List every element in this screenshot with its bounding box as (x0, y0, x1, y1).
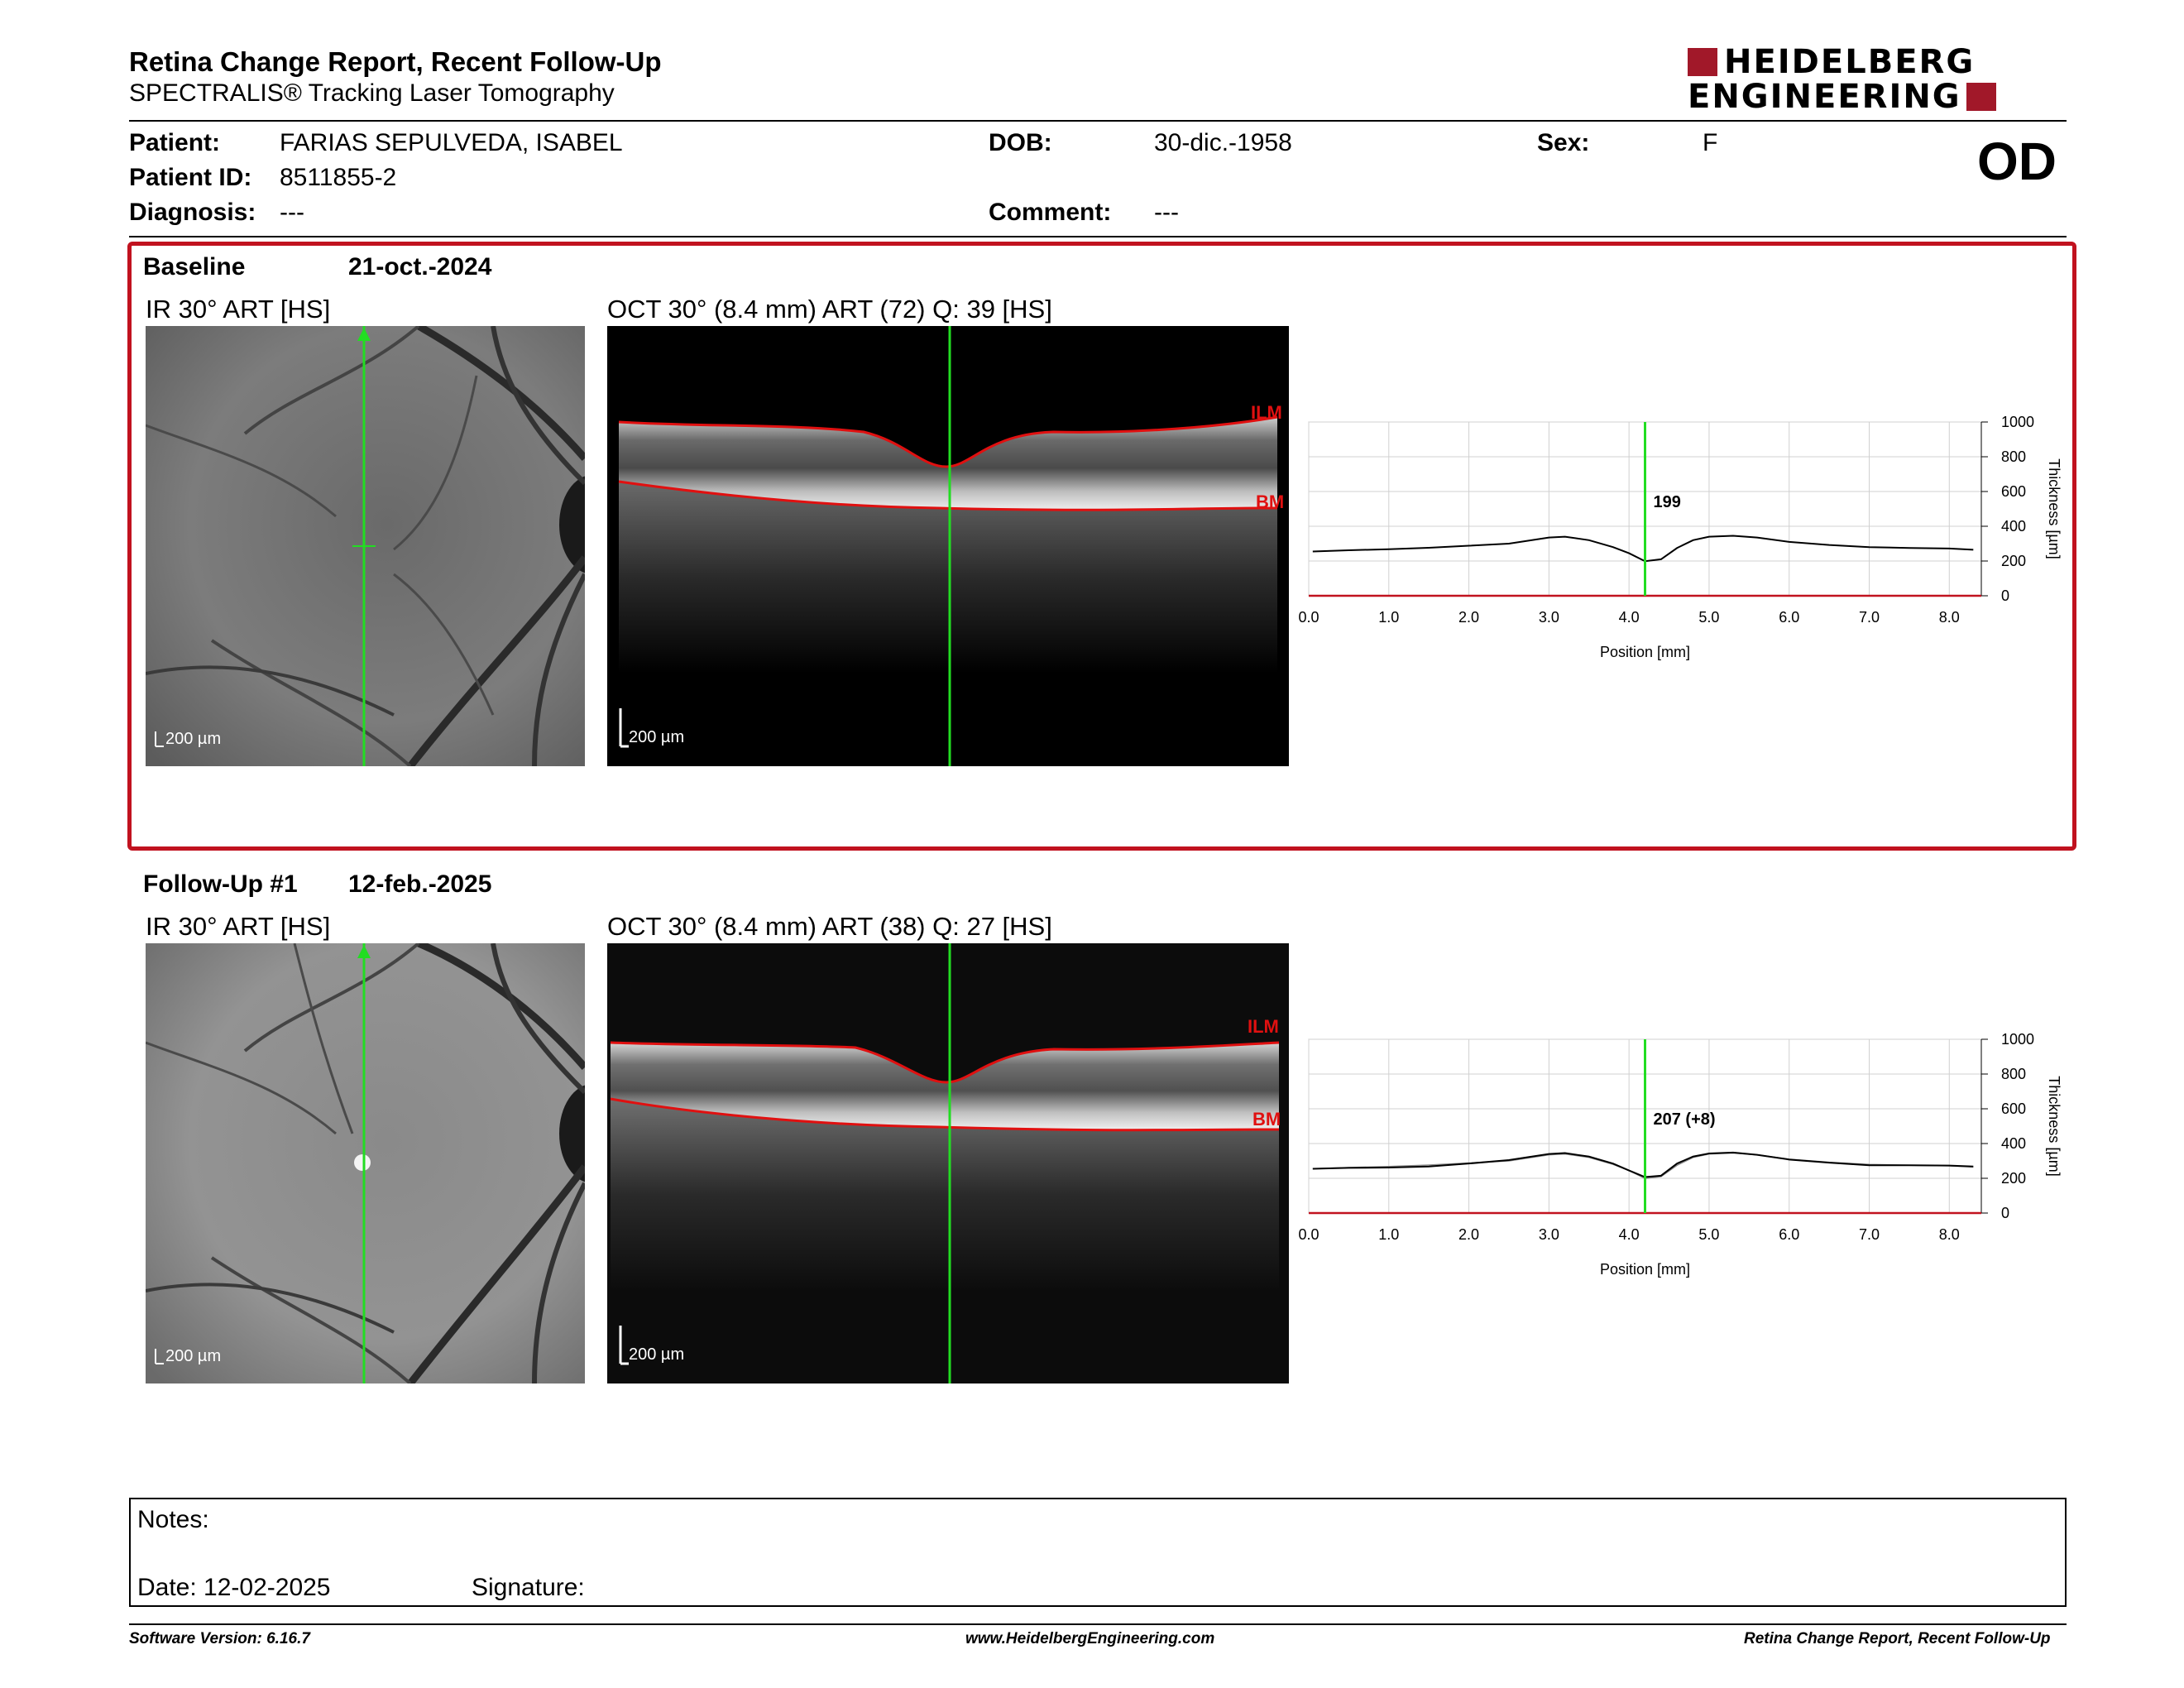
report-subtitle: SPECTRALIS® Tracking Laser Tomography (129, 79, 615, 107)
footer-report: Retina Change Report, Recent Follow-Up (1744, 1630, 2051, 1647)
x-tick-label: 5.0 (1698, 1226, 1719, 1243)
baseline-date: 21-oct.-2024 (348, 253, 492, 281)
y-axis-label: Thickness [µm] (2046, 1076, 2062, 1176)
notes-date: Date: 12-02-2025 (137, 1574, 331, 1601)
patient-divider (129, 236, 2067, 237)
thickness-series-line (1312, 535, 1974, 563)
x-tick-label: 3.0 (1539, 1226, 1559, 1243)
x-tick-label: 5.0 (1698, 609, 1719, 626)
baseline-oct-title: OCT 30° (8.4 mm) ART (72) Q: 39 [HS] (607, 295, 1052, 324)
baseline-ir-scale: 200 µm (165, 730, 222, 748)
cursor-value-label: 207 (+8) (1654, 1110, 1716, 1129)
baseline-bm-label: BM (1256, 492, 1285, 512)
patient-value: FARIAS SEPULVEDA, ISABEL (280, 129, 623, 156)
followup-name: Follow-Up #1 (143, 870, 298, 898)
x-tick-label: 0.0 (1299, 1226, 1320, 1243)
notes-label: Notes: (137, 1506, 209, 1533)
followup-thickness-chart: 0.0 1.0 2.0 3.0 4.0 5.0 6.0 7.0 8.0 1000 800 600 400… (1299, 1031, 2062, 1278)
y-tick-label: 800 (2001, 448, 2026, 465)
diagnosis-label: Diagnosis: (129, 199, 256, 226)
x-tick-label: 8.0 (1939, 609, 1960, 626)
baseline-name: Baseline (143, 253, 246, 281)
x-axis-label: Position [mm] (1600, 1261, 1690, 1278)
y-tick-label: 800 (2001, 1066, 2026, 1082)
notes-box[interactable]: Notes: Date: 12-02-2025 Signature: (129, 1498, 2067, 1607)
fundus-graphic (146, 943, 585, 1383)
patient-id-label: Patient ID: (129, 164, 252, 191)
followup-oct-title: OCT 30° (8.4 mm) ART (38) Q: 27 [HS] (607, 912, 1052, 941)
x-tick-label: 0.0 (1299, 609, 1320, 626)
y-tick-label: 400 (2001, 1135, 2026, 1152)
y-tick-label: 0 (2001, 587, 2009, 604)
footer-software: Software Version: 6.16.7 (129, 1630, 310, 1647)
logo-square-icon (1966, 83, 1996, 111)
report-title: Retina Change Report, Recent Follow-Up (129, 46, 662, 77)
followup-ir-scale: 200 µm (165, 1347, 222, 1365)
logo-square-icon (1688, 48, 1717, 76)
patient-label: Patient: (129, 129, 221, 156)
x-tick-label: 6.0 (1779, 1226, 1799, 1243)
dob-value: 30-dic.-1958 (1154, 129, 1292, 156)
x-tick-label: 6.0 (1779, 609, 1799, 626)
y-tick-label: 0 (2001, 1205, 2009, 1221)
x-tick-label: 3.0 (1539, 609, 1559, 626)
followup-ilm-label: ILM (1248, 1016, 1279, 1037)
followup-date: 12-feb.-2025 (348, 870, 492, 898)
comment-label: Comment: (989, 199, 1112, 226)
y-tick-label: 400 (2001, 518, 2026, 535)
followup-ir-title: IR 30° ART [HS] (146, 912, 331, 941)
x-tick-label: 7.0 (1859, 609, 1880, 626)
logo-line-1: HEIDELBERG (1724, 43, 1976, 81)
baseline-oct-scale: 200 µm (629, 728, 685, 746)
followup-oct-scale: 200 µm (629, 1345, 685, 1364)
x-tick-label: 4.0 (1619, 1226, 1640, 1243)
y-tick-label: 600 (2001, 483, 2026, 500)
sex-label: Sex: (1537, 129, 1590, 156)
footer-divider (129, 1623, 2067, 1625)
bscan-graphic (610, 943, 1280, 1383)
baseline-thickness-chart: 0.0 1.0 2.0 3.0 4.0 5.0 6.0 7.0 8.0 1000 800 600 400… (1299, 414, 2062, 660)
followup-ir-image[interactable]: 200 µm (146, 943, 585, 1383)
sex-value: F (1703, 129, 1718, 156)
comment-value: --- (1154, 199, 1179, 226)
x-tick-label: 2.0 (1458, 1226, 1479, 1243)
y-tick-label: 200 (2001, 553, 2026, 569)
logo-line-2: ENGINEERING (1688, 78, 1961, 116)
y-axis-label: Thickness [µm] (2046, 458, 2062, 559)
x-tick-label: 8.0 (1939, 1226, 1960, 1243)
heidelberg-logo: HEIDELBERG ENGINEERING (1688, 45, 2070, 114)
baseline-ir-image[interactable]: 200 µm (146, 326, 585, 766)
dob-label: DOB: (989, 129, 1052, 156)
y-tick-label: 600 (2001, 1101, 2026, 1117)
x-tick-label: 7.0 (1859, 1226, 1880, 1243)
diagnosis-value: --- (280, 199, 304, 226)
followup-bm-label: BM (1252, 1109, 1281, 1129)
eye-indicator: OD (1977, 132, 2057, 191)
y-tick-label: 1000 (2001, 1031, 2034, 1048)
baseline-ir-title: IR 30° ART [HS] (146, 295, 331, 324)
baseline-ilm-label: ILM (1251, 402, 1282, 423)
baseline-section (127, 242, 2076, 851)
x-axis-label: Position [mm] (1600, 644, 1690, 660)
y-tick-label: 200 (2001, 1170, 2026, 1187)
patient-id-value: 8511855-2 (280, 164, 397, 191)
cursor-value-label: 199 (1654, 493, 1681, 511)
x-tick-label: 2.0 (1458, 609, 1479, 626)
x-tick-label: 1.0 (1378, 609, 1399, 626)
x-tick-label: 1.0 (1378, 1226, 1399, 1243)
baseline-oct-image[interactable]: ILM BM 200 µm (607, 326, 1289, 766)
bscan-graphic (618, 326, 1278, 766)
fundus-graphic (146, 326, 585, 766)
x-tick-label: 4.0 (1619, 609, 1640, 626)
y-tick-label: 1000 (2001, 414, 2034, 430)
thickness-series-line (1312, 1151, 1974, 1178)
followup-oct-image[interactable]: ILM BM 200 µm (607, 943, 1289, 1383)
header-divider (129, 120, 2067, 122)
footer-website[interactable]: www.HeidelbergEngineering.com (965, 1630, 1215, 1647)
signature-label: Signature: (472, 1574, 585, 1601)
